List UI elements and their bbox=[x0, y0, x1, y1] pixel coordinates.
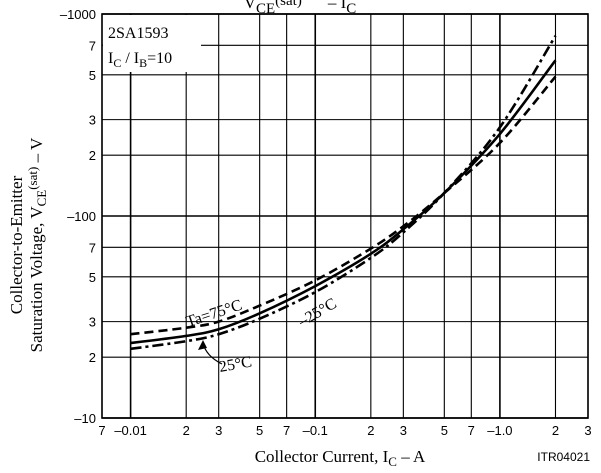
y-tick-label: 5 bbox=[89, 68, 96, 83]
y-axis-label-line2: Saturation Voltage, VCE(sat) – V bbox=[25, 137, 49, 352]
annotation-ta75: Ta=75°C bbox=[184, 297, 244, 331]
annotation-25-arrowhead bbox=[198, 340, 207, 350]
x-tick-label: 2 bbox=[183, 423, 190, 438]
series-lines bbox=[130, 35, 557, 351]
condition-sub2: B bbox=[139, 56, 147, 70]
series-line-minus25c bbox=[130, 35, 557, 351]
title-end-sub: C bbox=[346, 1, 356, 17]
chart-title: VCE(sat) – IC bbox=[244, 0, 357, 17]
x-tick-label: 5 bbox=[441, 423, 448, 438]
y-tick-label: –10 bbox=[74, 411, 96, 426]
x-axis-label: Collector Current, IC – A bbox=[255, 447, 426, 469]
y-tick-label: 2 bbox=[89, 350, 96, 365]
x-tick-label: –1.0 bbox=[487, 423, 512, 438]
x-tick-label: –0.01 bbox=[114, 423, 147, 438]
x-tick-label: –0.1 bbox=[303, 423, 328, 438]
ylabel-paren: (sat) bbox=[25, 167, 40, 190]
y-tick-label: 3 bbox=[89, 113, 96, 128]
condition-label: IC / IB=10 bbox=[108, 50, 172, 70]
xlabel-unit: – A bbox=[397, 447, 426, 466]
condition-sub1: C bbox=[113, 56, 121, 70]
xlabel-sub: C bbox=[388, 454, 397, 469]
x-tick-label: 7 bbox=[468, 423, 475, 438]
ylabel-main: Saturation Voltage, V bbox=[27, 206, 46, 353]
title-main: V bbox=[244, 0, 257, 12]
x-tick-label: 3 bbox=[215, 423, 222, 438]
y-tick-labels: –10 2 3 5 7 –100 2 3 5 7 –1000 bbox=[60, 7, 96, 426]
condition-part1: I bbox=[108, 50, 113, 67]
condition-rest: =10 bbox=[147, 50, 172, 67]
x-tick-label: 3 bbox=[584, 423, 591, 438]
series-line-25c bbox=[130, 59, 557, 345]
y-tick-label: 7 bbox=[89, 38, 96, 53]
x-tick-label: 7 bbox=[98, 423, 105, 438]
y-tick-label: 7 bbox=[89, 240, 96, 255]
figure-code: ITR04021 bbox=[537, 450, 590, 464]
x-tick-labels: 7 –0.01 2 3 5 7 –0.1 2 3 5 7 –1.0 2 3 bbox=[98, 423, 591, 438]
grid-lines bbox=[101, 13, 589, 419]
device-legend-box bbox=[103, 15, 201, 72]
x-tick-label: 5 bbox=[256, 423, 263, 438]
y-tick-label: –1000 bbox=[60, 7, 96, 22]
ylabel-unit: – V bbox=[27, 137, 46, 167]
y-tick-label: 3 bbox=[89, 315, 96, 330]
series-line-ta75c bbox=[130, 75, 557, 336]
title-dash: – I bbox=[327, 0, 347, 12]
y-tick-label: –100 bbox=[67, 209, 96, 224]
title-main-sub: CE bbox=[256, 1, 275, 17]
device-name: 2SA1593 bbox=[108, 25, 168, 42]
x-tick-label: 2 bbox=[367, 423, 374, 438]
condition-slash: / I bbox=[121, 50, 139, 67]
ylabel-sub: CE bbox=[34, 190, 49, 207]
y-tick-label: 2 bbox=[89, 148, 96, 163]
y-axis-label-line1: Collector-to-Emitter bbox=[7, 175, 26, 314]
x-tick-label: 3 bbox=[400, 423, 407, 438]
x-tick-label: 2 bbox=[552, 423, 559, 438]
title-paren: (sat) bbox=[275, 0, 302, 9]
x-tick-label: 7 bbox=[283, 423, 290, 438]
y-tick-label: 5 bbox=[89, 270, 96, 285]
xlabel-main: Collector Current, I bbox=[255, 447, 389, 466]
plot-frame bbox=[101, 13, 589, 419]
annotation-plus25: 25°C bbox=[218, 353, 254, 375]
